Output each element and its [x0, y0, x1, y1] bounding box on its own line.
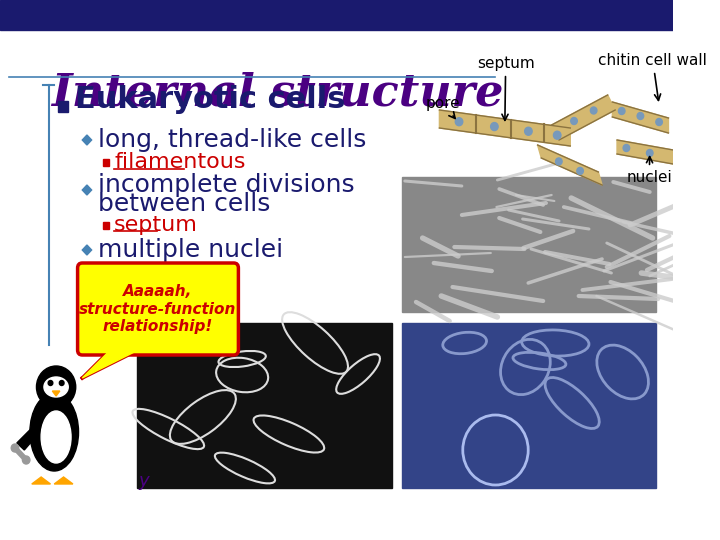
Polygon shape [552, 95, 615, 140]
Circle shape [556, 158, 562, 165]
Text: chitin cell wall: chitin cell wall [598, 53, 707, 100]
Circle shape [525, 127, 532, 135]
Text: Eukaryotic cells: Eukaryotic cells [75, 85, 346, 114]
Bar [402, 177, 657, 312]
Text: between cells: between cells [98, 192, 271, 216]
Circle shape [490, 123, 498, 131]
Bar [103, 159, 109, 166]
Text: septum: septum [477, 56, 534, 120]
Ellipse shape [41, 411, 71, 463]
Circle shape [590, 107, 597, 114]
Circle shape [22, 456, 30, 464]
Text: pore: pore [426, 96, 460, 118]
Circle shape [37, 366, 76, 408]
Polygon shape [53, 391, 60, 396]
Text: Aaaaah,
structure-function
relationship!: Aaaaah, structure-function relationship! [79, 284, 237, 334]
Polygon shape [538, 145, 602, 185]
Circle shape [455, 118, 463, 126]
Circle shape [647, 150, 653, 157]
Polygon shape [82, 185, 91, 195]
Circle shape [618, 107, 625, 114]
Polygon shape [54, 477, 73, 484]
Circle shape [637, 112, 644, 119]
Circle shape [59, 381, 64, 386]
Text: septum: septum [114, 215, 198, 235]
Polygon shape [82, 135, 91, 145]
Text: incomplete divisions: incomplete divisions [98, 173, 355, 197]
Ellipse shape [30, 393, 78, 471]
Polygon shape [82, 245, 91, 255]
Polygon shape [612, 102, 668, 133]
Text: filamentous: filamentous [114, 152, 246, 172]
Circle shape [554, 131, 561, 139]
Text: long, thread-like cells: long, thread-like cells [98, 128, 366, 152]
Circle shape [571, 118, 577, 125]
Text: Internal structure: Internal structure [51, 72, 504, 115]
Polygon shape [32, 477, 50, 484]
Text: y: y [138, 472, 149, 490]
Polygon shape [617, 140, 673, 164]
Polygon shape [439, 110, 570, 146]
Circle shape [577, 167, 583, 174]
Circle shape [12, 444, 19, 452]
Bar [0, 0, 673, 30]
Bar [103, 222, 109, 229]
Circle shape [48, 381, 53, 386]
Polygon shape [82, 350, 138, 378]
Circle shape [623, 145, 630, 152]
Ellipse shape [44, 377, 68, 397]
Polygon shape [17, 428, 35, 450]
Circle shape [656, 118, 662, 125]
Text: nuclei: nuclei [626, 157, 672, 185]
Text: multiple nuclei: multiple nuclei [98, 238, 283, 262]
Bar [58, 101, 68, 112]
Bar [138, 323, 392, 488]
Bar [402, 323, 657, 488]
FancyBboxPatch shape [78, 263, 238, 355]
